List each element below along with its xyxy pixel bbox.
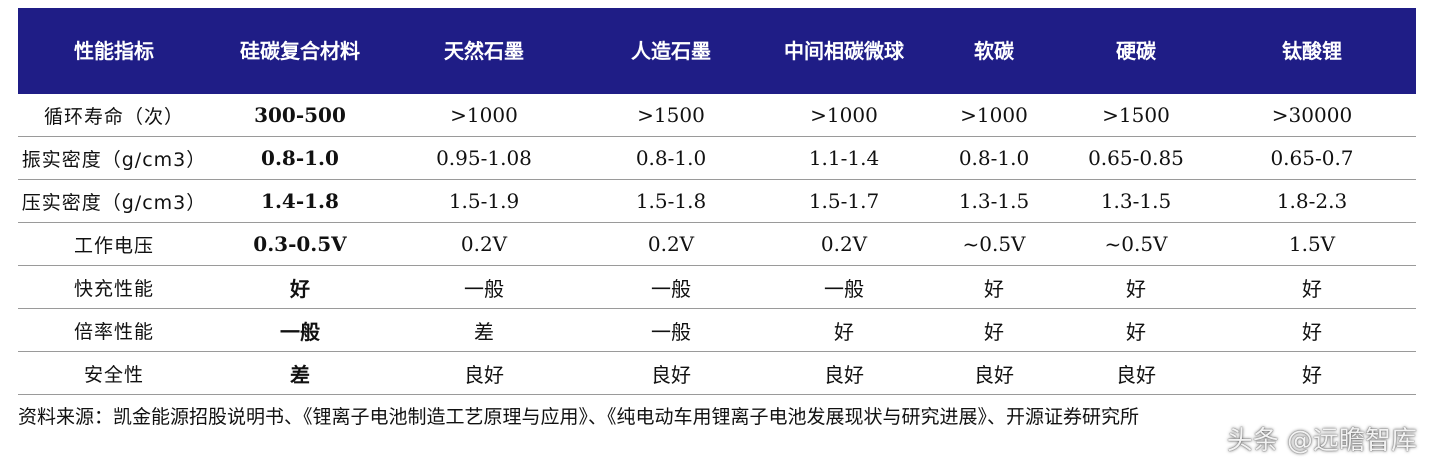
table-cell: >1000 [764, 94, 924, 137]
table-cell: 0.8-1.0 [924, 136, 1064, 180]
table-cell: 1.8-2.3 [1208, 179, 1416, 223]
anode-material-comparison-table: 性能指标 硅碳复合材料 天然石墨 人造石墨 中间相碳微球 软碳 硬碳 钛酸锂 循… [18, 8, 1416, 395]
table-row: 循环寿命（次） 300-500 >1000 >1500 >1000 >1000 >1500 >… [18, 94, 1416, 137]
header-natural-graphite: 天然石墨 [390, 8, 578, 94]
row-label-cell: 安全性 [18, 351, 210, 395]
header-hard-carbon: 硬碳 [1064, 8, 1208, 94]
table-cell: 1.5-1.7 [764, 179, 924, 223]
watermark: 头条 @远瞻智库 [1226, 426, 1417, 456]
header-lithium-titanate: 钛酸锂 [1208, 8, 1416, 94]
table-row: 振实密度（g/cm3） 0.8-1.0 0.95-1.08 0.8-1.0 1.1-1.… [18, 136, 1416, 180]
table-row: 安全性差良好 良好 良好 良好 良好好 [18, 351, 1416, 395]
table-cell: >30000 [1208, 94, 1416, 137]
table-cell: 好 [1064, 265, 1208, 309]
table-cell: 好 [764, 308, 924, 352]
comparison-table-container: 性能指标 硅碳复合材料 天然石墨 人造石墨 中间相碳微球 软碳 硬碳 钛酸锂 循… [18, 8, 1416, 395]
table-cell: 0.65-0.85 [1064, 136, 1208, 180]
table-cell: 0.2V [390, 222, 578, 266]
table-cell: 1.5V [1208, 222, 1416, 266]
table-cell: 1.1-1.4 [764, 136, 924, 180]
table-cell: 良好 [764, 351, 924, 395]
table-cell: 1.5-1.8 [578, 179, 764, 223]
table-cell: 良好 [390, 351, 578, 395]
table-header-row: 性能指标 硅碳复合材料 天然石墨 人造石墨 中间相碳微球 软碳 硬碳 钛酸锂 [18, 8, 1416, 94]
table-cell: 好 [924, 265, 1064, 309]
table-cell: 好 [210, 265, 390, 309]
table-cell: 一般 [764, 265, 924, 309]
table-cell: 0.65-0.7 [1208, 136, 1416, 180]
table-cell: >1500 [1064, 94, 1208, 137]
header-artificial-graphite: 人造石墨 [578, 8, 764, 94]
table-cell: 一般 [578, 265, 764, 309]
table-cell: 1.3-1.5 [1064, 179, 1208, 223]
source-note: 资料来源：凯金能源招股说明书、《锂离子电池制造工艺原理与应用》、《纯电动车用锂离… [18, 406, 1140, 428]
row-label-cell: 循环寿命（次） [18, 94, 210, 137]
table-cell: 良好 [578, 351, 764, 395]
header-mcmb: 中间相碳微球 [764, 8, 924, 94]
table-cell: 好 [1208, 308, 1416, 352]
row-label-cell: 倍率性能 [18, 308, 210, 352]
row-label-cell: 快充性能 [18, 265, 210, 309]
table-cell: 好 [1208, 351, 1416, 395]
table-cell: >1000 [390, 94, 578, 137]
table-row: 快充性能好一般 一般 一般好好好 [18, 265, 1416, 309]
table-cell: 1.4-1.8 [210, 179, 390, 223]
table-cell: 差 [210, 351, 390, 395]
table-cell: 差 [390, 308, 578, 352]
row-label-cell: 压实密度（g/cm3） [18, 179, 210, 223]
header-soft-carbon: 软碳 [924, 8, 1064, 94]
table-cell: 1.3-1.5 [924, 179, 1064, 223]
row-label-cell: 工作电压 [18, 222, 210, 266]
table-cell: 0.2V [764, 222, 924, 266]
table-cell: 好 [1208, 265, 1416, 309]
header-metric: 性能指标 [18, 8, 210, 94]
table-cell: 良好 [924, 351, 1064, 395]
table-cell: 好 [1064, 308, 1208, 352]
table-cell: 0.3-0.5V [210, 222, 390, 266]
table-cell: 好 [924, 308, 1064, 352]
table-cell: 0.8-1.0 [578, 136, 764, 180]
table-cell: 1.5-1.9 [390, 179, 578, 223]
row-label-cell: 振实密度（g/cm3） [18, 136, 210, 180]
table-cell: 300-500 [210, 94, 390, 137]
table-row: 倍率性能 一般差一般好好好好 [18, 308, 1416, 352]
table-row: 工作电压 0.3-0.5V 0.2V 0.2V 0.2V ~0.5V ~0.5V 1.5V [18, 222, 1416, 266]
table-cell: >1500 [578, 94, 764, 137]
table-cell: 0.95-1.08 [390, 136, 578, 180]
table-cell: >1000 [924, 94, 1064, 137]
table-cell: 一般 [390, 265, 578, 309]
table-row: 压实密度（g/cm3） 1.4-1.8 1.5-1.9 1.5-1.8 1.5-1.7 1… [18, 179, 1416, 223]
table-cell: ~0.5V [1064, 222, 1208, 266]
table-cell: ~0.5V [924, 222, 1064, 266]
table-cell: 良好 [1064, 351, 1208, 395]
table-cell: 一般 [210, 308, 390, 352]
table-cell: 0.2V [578, 222, 764, 266]
table-cell: 0.8-1.0 [210, 136, 390, 180]
table-cell: 一般 [578, 308, 764, 352]
header-silicon-carbon: 硅碳复合材料 [210, 8, 390, 94]
